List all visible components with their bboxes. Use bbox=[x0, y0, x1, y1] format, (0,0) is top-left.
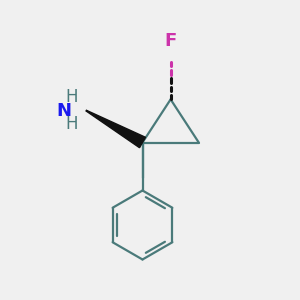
Text: F: F bbox=[164, 32, 177, 50]
Text: H: H bbox=[65, 115, 78, 133]
Polygon shape bbox=[86, 110, 146, 148]
Text: N: N bbox=[56, 102, 71, 120]
Text: H: H bbox=[65, 88, 78, 106]
